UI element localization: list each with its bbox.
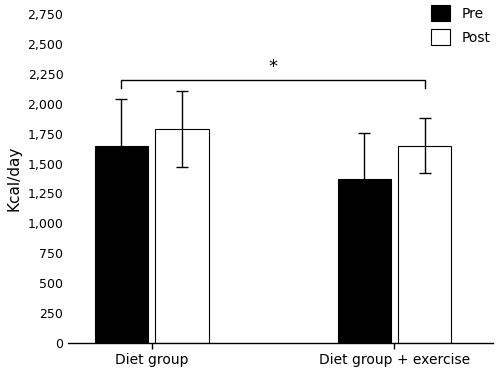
Bar [156,129,208,343]
Bar [338,179,390,343]
Bar [95,146,148,343]
Y-axis label: Kcal/day: Kcal/day [7,146,22,211]
Text: *: * [268,58,278,76]
Bar [398,146,452,343]
Legend: Pre, Post: Pre, Post [431,5,490,45]
